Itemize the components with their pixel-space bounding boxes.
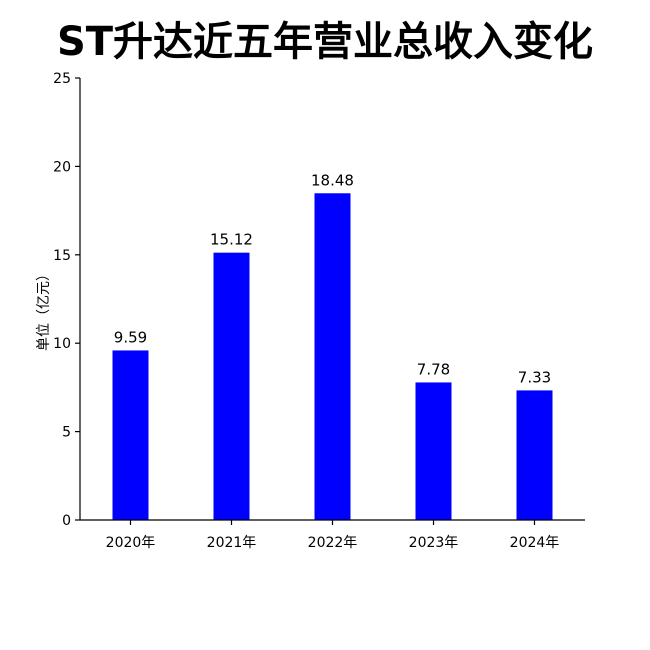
y-axis: 0 5 10 15 20 25 xyxy=(53,71,81,529)
y-axis-label: 单位（亿元） xyxy=(36,267,52,351)
x-tick-label: 2021年 xyxy=(207,535,257,551)
y-tick-label: 5 xyxy=(62,425,71,441)
y-tick-label: 25 xyxy=(53,71,71,87)
x-tick-label: 2022年 xyxy=(308,535,358,551)
bar-value-label: 9.59 xyxy=(114,328,147,346)
bars: 9.59 15.12 18.48 7.78 7.33 xyxy=(112,171,553,520)
bar xyxy=(213,252,250,520)
bar xyxy=(415,382,452,520)
x-tick-label: 2024年 xyxy=(510,535,560,551)
bar xyxy=(516,390,553,520)
x-tick-label: 2023年 xyxy=(409,535,459,551)
bar-value-label: 7.78 xyxy=(417,360,450,378)
x-axis: 2020年 2021年 2022年 2023年 2024年 xyxy=(80,519,585,551)
bar-value-label: 7.33 xyxy=(518,368,551,386)
x-tick-label: 2020年 xyxy=(106,535,156,551)
bar-value-label: 15.12 xyxy=(210,231,253,249)
y-tick-label: 15 xyxy=(53,248,71,264)
y-tick-label: 0 xyxy=(62,513,71,529)
bar xyxy=(314,193,351,520)
y-tick-label: 20 xyxy=(53,159,71,175)
bar-value-label: 18.48 xyxy=(311,171,354,189)
y-tick-label: 10 xyxy=(53,336,71,352)
bar xyxy=(112,350,149,520)
chart-title: ST升达近五年营业总收入变化 xyxy=(56,19,594,65)
